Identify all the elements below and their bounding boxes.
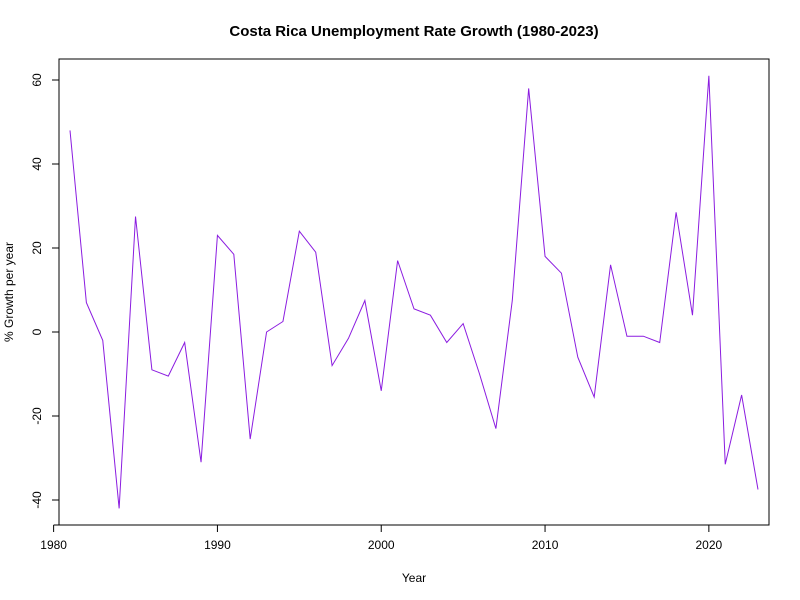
y-axis: -40 -20 0 20 40 60 bbox=[30, 73, 60, 509]
y-tick-label: 40 bbox=[30, 157, 44, 171]
y-tick-label: -40 bbox=[30, 491, 44, 509]
series-line-group bbox=[69, 75, 759, 509]
series-line bbox=[69, 75, 759, 509]
y-axis-label: % Growth per year bbox=[2, 242, 16, 342]
x-tick-label: 2020 bbox=[696, 538, 723, 552]
x-tick-label: 2010 bbox=[532, 538, 559, 552]
x-tick-label: 1980 bbox=[40, 538, 67, 552]
x-tick-label: 2000 bbox=[368, 538, 395, 552]
chart-title: Costa Rica Unemployment Rate Growth (198… bbox=[229, 23, 598, 40]
y-tick-label: 60 bbox=[30, 73, 44, 87]
y-tick-label: 20 bbox=[30, 241, 44, 255]
plot-area-frame bbox=[58, 58, 770, 526]
y-tick-label: -20 bbox=[30, 407, 44, 425]
y-tick-label: 0 bbox=[30, 328, 44, 335]
x-axis-label: Year bbox=[402, 571, 426, 585]
x-tick-label: 1990 bbox=[204, 538, 231, 552]
x-axis: 1980 1990 2000 2010 2020 bbox=[40, 524, 723, 552]
